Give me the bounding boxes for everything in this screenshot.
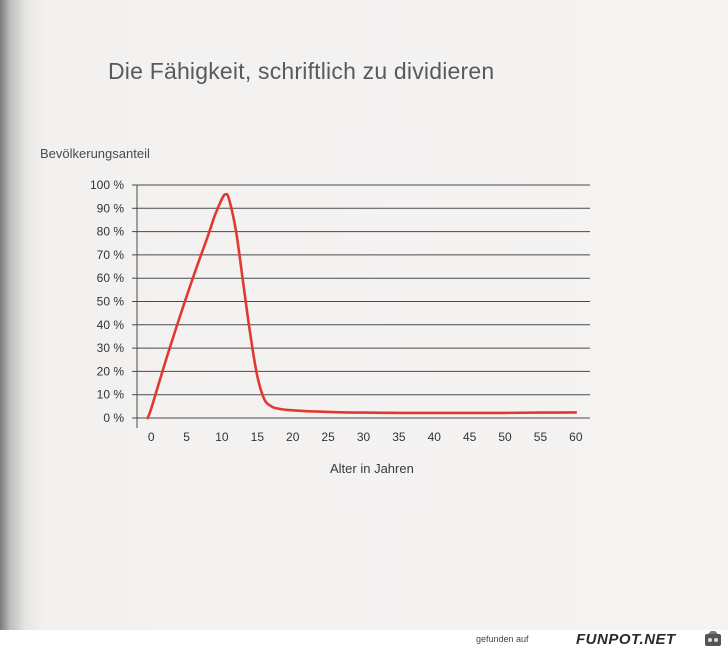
x-tick-label: 50 bbox=[498, 430, 512, 444]
x-axis-label: Alter in Jahren bbox=[330, 461, 414, 476]
x-tick-label: 60 bbox=[569, 430, 583, 444]
y-tick-label: 100 % bbox=[90, 178, 124, 192]
footer-found-text: gefunden auf bbox=[476, 634, 529, 644]
book-page: Die Fähigkeit, schriftlich zu dividieren… bbox=[0, 0, 728, 630]
y-tick-label: 50 % bbox=[97, 295, 125, 309]
x-tick-label: 35 bbox=[392, 430, 406, 444]
series-line bbox=[146, 192, 578, 420]
y-tick-label: 60 % bbox=[97, 271, 125, 285]
y-tick-label: 0 % bbox=[103, 411, 124, 425]
y-tick-label: 90 % bbox=[97, 201, 125, 215]
footer-brand[interactable]: FUNPOT.NET bbox=[576, 631, 676, 648]
axis-layer: 0 % 10 % 20 % 30 % 40 % 50 % 60 % 70 % 80 % 90 % 1… bbox=[90, 178, 583, 444]
x-tick-label: 40 bbox=[428, 430, 442, 444]
x-tick-label: 15 bbox=[251, 430, 265, 444]
y-tick-label: 30 % bbox=[97, 341, 125, 355]
x-tick-label: 10 bbox=[215, 430, 229, 444]
y-tick-label: 20 % bbox=[97, 364, 125, 378]
series-layer bbox=[146, 192, 578, 420]
x-tick-label: 25 bbox=[321, 430, 335, 444]
y-tick-label: 10 % bbox=[97, 388, 125, 402]
x-tick-label: 30 bbox=[357, 430, 371, 444]
x-tick-label: 55 bbox=[534, 430, 548, 444]
line-chart: 0 % 10 % 20 % 30 % 40 % 50 % 60 % 70 % 80 % 90 % 1… bbox=[90, 178, 590, 444]
chart-title: Die Fähigkeit, schriftlich zu dividieren bbox=[108, 58, 495, 84]
x-tick-label: 20 bbox=[286, 430, 300, 444]
grid-layer bbox=[137, 184, 590, 419]
x-tick-label: 45 bbox=[463, 430, 477, 444]
y-tick-label: 70 % bbox=[97, 248, 125, 262]
x-tick-label: 0 bbox=[148, 430, 155, 444]
watermark-footer: gefunden auf FUNPOT.NET bbox=[0, 630, 728, 649]
y-tick-label: 80 % bbox=[97, 225, 125, 239]
y-axis-label: Bevölkerungsanteil bbox=[40, 146, 150, 161]
x-tick-label: 5 bbox=[183, 430, 190, 444]
funpot-logo-icon bbox=[705, 631, 721, 646]
y-tick-label: 40 % bbox=[97, 318, 125, 332]
